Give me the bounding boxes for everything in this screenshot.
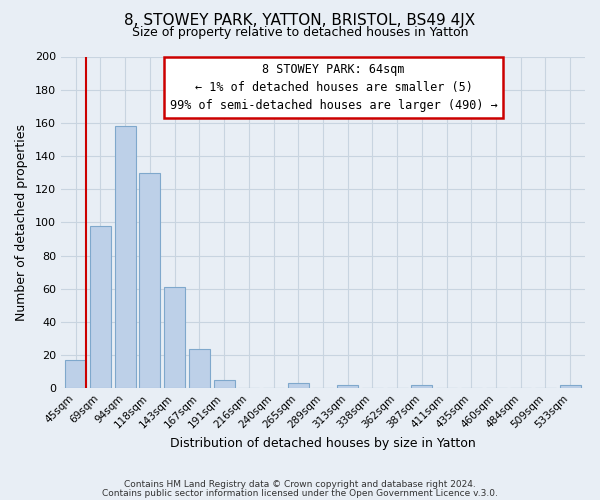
Bar — [412, 385, 433, 388]
Bar — [139, 172, 160, 388]
Bar — [65, 360, 86, 388]
Text: Size of property relative to detached houses in Yatton: Size of property relative to detached ho… — [132, 26, 468, 39]
Bar — [214, 380, 235, 388]
Bar — [560, 385, 581, 388]
Bar — [164, 287, 185, 388]
Text: 8, STOWEY PARK, YATTON, BRISTOL, BS49 4JX: 8, STOWEY PARK, YATTON, BRISTOL, BS49 4J… — [124, 12, 476, 28]
Text: Contains public sector information licensed under the Open Government Licence v.: Contains public sector information licen… — [102, 489, 498, 498]
Text: Contains HM Land Registry data © Crown copyright and database right 2024.: Contains HM Land Registry data © Crown c… — [124, 480, 476, 489]
Bar — [288, 384, 309, 388]
Text: 8 STOWEY PARK: 64sqm
← 1% of detached houses are smaller (5)
99% of semi-detache: 8 STOWEY PARK: 64sqm ← 1% of detached ho… — [170, 63, 497, 112]
Bar — [115, 126, 136, 388]
X-axis label: Distribution of detached houses by size in Yatton: Distribution of detached houses by size … — [170, 437, 476, 450]
Y-axis label: Number of detached properties: Number of detached properties — [15, 124, 28, 321]
Bar — [337, 385, 358, 388]
Bar — [90, 226, 111, 388]
Bar — [189, 348, 210, 389]
